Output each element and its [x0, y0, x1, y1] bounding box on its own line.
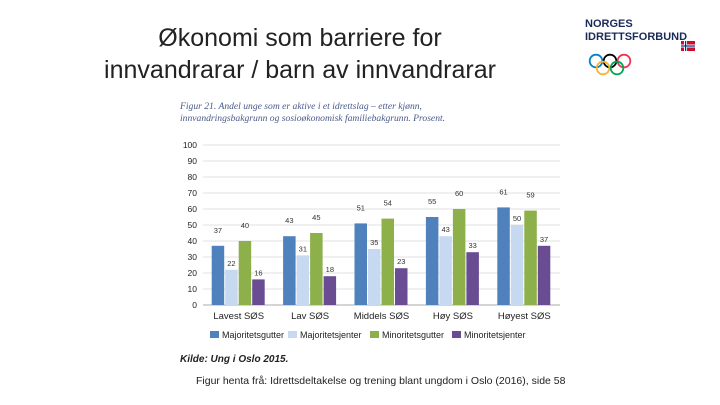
- x-category-label: Lavest SØS: [213, 311, 264, 322]
- bar: [238, 241, 252, 305]
- figure-caption-line-1: Figur 21. Andel unge som er aktive i et …: [180, 101, 422, 112]
- bar: [252, 279, 265, 305]
- slide-footnote: Figur henta frå: Idrettsdeltakelse og tr…: [196, 375, 566, 387]
- y-tick-label: 100: [183, 140, 197, 150]
- data-label: 54: [384, 199, 392, 208]
- y-tick-label: 30: [188, 252, 198, 262]
- bar: [395, 268, 408, 305]
- data-label: 33: [468, 241, 476, 250]
- data-label: 59: [526, 191, 534, 200]
- data-label: 22: [227, 259, 235, 268]
- bar: [452, 209, 466, 305]
- y-tick-label: 90: [188, 156, 198, 166]
- legend-swatch: [288, 331, 297, 338]
- logo-text-line-1: NORGES: [585, 18, 633, 30]
- olympic-ring: [609, 60, 625, 76]
- bar: [211, 245, 225, 305]
- x-category-label: Middels SØS: [354, 311, 409, 322]
- y-tick-label: 50: [188, 220, 198, 230]
- data-label: 16: [254, 268, 262, 277]
- data-label: 35: [370, 238, 378, 247]
- bar: [225, 269, 238, 305]
- slide-title: Økonomi som barriere for innvandrarar / …: [100, 22, 500, 86]
- chart-bars: [211, 207, 551, 305]
- x-axis-categories: Lavest SØS Lav SØS Middels SØS Høy SØS Høyes…: [213, 311, 550, 322]
- y-axis-ticks: 0 10 20 30 40 50 60 70 80 90 100: [183, 140, 197, 310]
- olympic-ring: [595, 60, 611, 76]
- bar: [439, 236, 452, 305]
- bar: [537, 245, 551, 305]
- legend-label: Minoritetsjenter: [464, 330, 526, 340]
- slide-title-line-2: innvandrarar / barn av innvandrarar: [104, 56, 496, 84]
- legend-label: Minoritetsgutter: [382, 330, 444, 340]
- x-category-label: Høyest SØS: [498, 311, 551, 322]
- data-labels: 37 22 40 16 43 31 45 18 51 35 54 23 55 43 60 33 61 50 59 37: [214, 187, 548, 277]
- data-label: 43: [441, 225, 449, 234]
- bar: [368, 249, 381, 305]
- y-tick-label: 20: [188, 268, 198, 278]
- x-category-label: Høy SØS: [433, 311, 473, 322]
- data-label: 45: [312, 213, 320, 222]
- olympic-ring: [588, 53, 604, 69]
- bar: [354, 223, 367, 305]
- data-label: 37: [214, 226, 222, 235]
- data-label: 37: [540, 235, 548, 244]
- legend-swatch: [370, 331, 379, 338]
- y-tick-label: 80: [188, 172, 198, 182]
- bar: [310, 233, 323, 305]
- bar: [425, 217, 439, 305]
- bar-chart: 0 10 20 30 40 50 60 70 80 90 100 37 22 40 16 43 31 45 18 5…: [183, 140, 560, 340]
- chart-source: Kilde: Ung i Oslo 2015.: [180, 354, 289, 365]
- legend-swatch: [210, 331, 219, 338]
- norges-idrettsforbund-logo: NORGES IDRETTSFORBUND: [585, 18, 695, 76]
- slide-title-line-1: Økonomi som barriere for: [158, 24, 442, 52]
- y-tick-label: 40: [188, 236, 198, 246]
- olympic-ring: [616, 53, 632, 69]
- data-label: 18: [326, 265, 334, 274]
- y-tick-label: 0: [192, 300, 197, 310]
- olympic-rings-icon: [588, 53, 632, 76]
- data-label: 61: [499, 187, 507, 196]
- x-category-label: Lav SØS: [291, 311, 329, 322]
- flag-cross-blue-h: [681, 45, 695, 47]
- norwegian-flag-icon: [681, 41, 695, 51]
- legend-label: Majoritetsjenter: [300, 330, 362, 340]
- bar: [497, 207, 510, 305]
- y-tick-label: 70: [188, 188, 198, 198]
- data-label: 51: [357, 203, 365, 212]
- y-tick-label: 60: [188, 204, 198, 214]
- bar: [381, 218, 394, 305]
- legend-swatch: [452, 331, 461, 338]
- bar: [296, 255, 310, 305]
- data-label: 40: [241, 221, 249, 230]
- data-label: 55: [428, 197, 436, 206]
- data-label: 43: [285, 216, 293, 225]
- chart-legend: Majoritetsgutter Majoritetsjenter Minorite…: [210, 330, 526, 340]
- figure-caption: Figur 21. Andel unge som er aktive i et …: [180, 101, 510, 125]
- figure-caption-line-2: innvandringsbakgrunn og sosioøkonomisk f…: [180, 113, 446, 124]
- bar: [323, 276, 337, 305]
- data-label: 31: [299, 244, 307, 253]
- data-label: 23: [397, 257, 405, 266]
- logo-text-line-2: IDRETTSFORBUND: [585, 31, 687, 43]
- data-label: 50: [513, 214, 521, 223]
- bar: [524, 210, 537, 305]
- data-label: 60: [455, 189, 463, 198]
- bar: [283, 236, 296, 305]
- bar: [510, 225, 524, 305]
- y-tick-label: 10: [188, 284, 198, 294]
- olympic-ring: [602, 53, 618, 69]
- legend-label: Majoritetsgutter: [222, 330, 284, 340]
- bar: [466, 252, 479, 305]
